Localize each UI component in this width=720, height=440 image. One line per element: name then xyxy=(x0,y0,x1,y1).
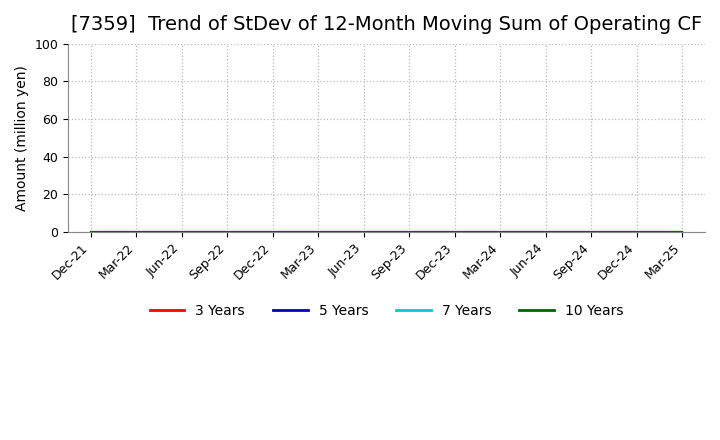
Title: [7359]  Trend of StDev of 12-Month Moving Sum of Operating CF: [7359] Trend of StDev of 12-Month Moving… xyxy=(71,15,702,34)
Y-axis label: Amount (million yen): Amount (million yen) xyxy=(15,65,29,211)
Legend: 3 Years, 5 Years, 7 Years, 10 Years: 3 Years, 5 Years, 7 Years, 10 Years xyxy=(144,299,629,324)
